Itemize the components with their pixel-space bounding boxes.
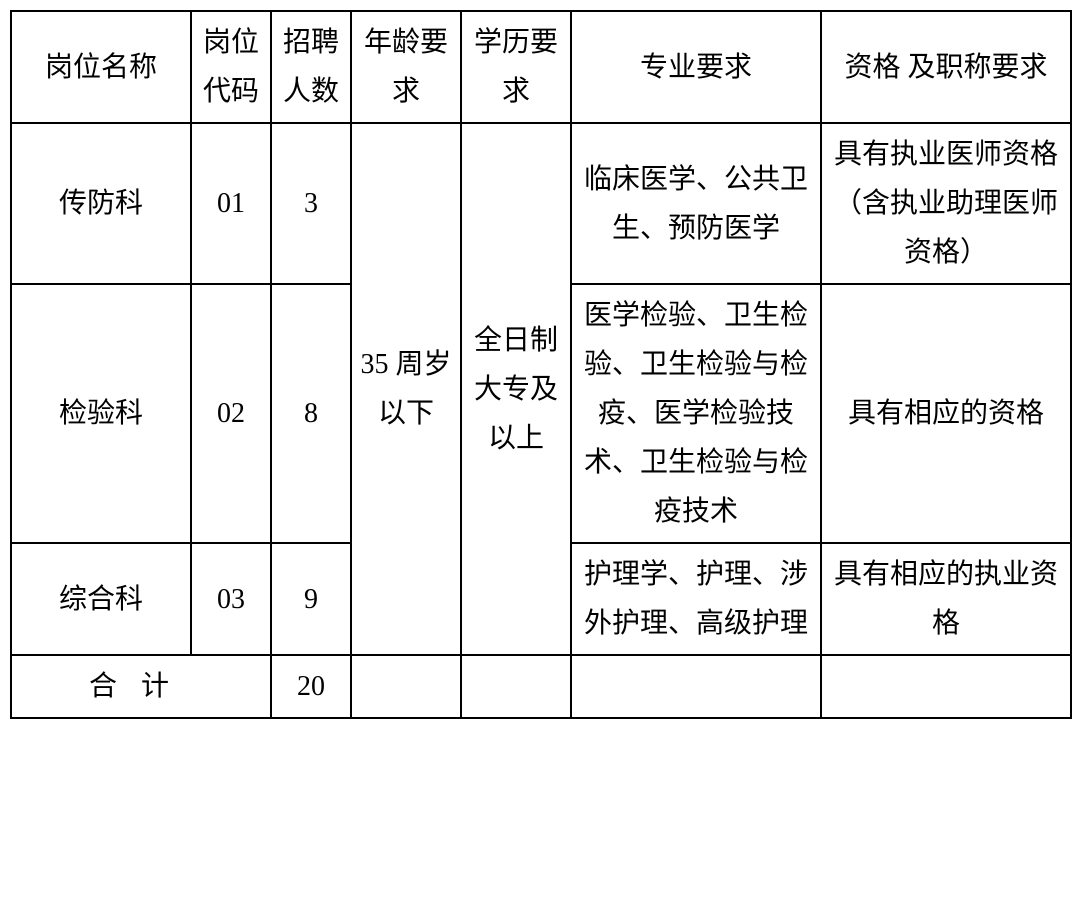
cell-name: 综合科 bbox=[11, 543, 191, 655]
cell-major: 临床医学、公共卫生、预防医学 bbox=[571, 123, 821, 284]
cell-qual: 具有相应的执业资格 bbox=[821, 543, 1071, 655]
cell-name: 检验科 bbox=[11, 284, 191, 543]
cell-total-label: 合计 bbox=[11, 655, 271, 718]
cell-qual: 具有执业医师资格（含执业助理医师资格） bbox=[821, 123, 1071, 284]
cell-empty bbox=[571, 655, 821, 718]
header-major: 专业要求 bbox=[571, 11, 821, 123]
header-count: 招聘人数 bbox=[271, 11, 351, 123]
cell-code: 01 bbox=[191, 123, 271, 284]
header-name: 岗位名称 bbox=[11, 11, 191, 123]
cell-empty bbox=[821, 655, 1071, 718]
cell-count: 8 bbox=[271, 284, 351, 543]
cell-age-merged: 35 周岁以下 bbox=[351, 123, 461, 655]
cell-empty bbox=[351, 655, 461, 718]
cell-code: 02 bbox=[191, 284, 271, 543]
header-age: 年龄要求 bbox=[351, 11, 461, 123]
header-qual: 资格 及职称要求 bbox=[821, 11, 1071, 123]
cell-name: 传防科 bbox=[11, 123, 191, 284]
cell-major: 护理学、护理、涉外护理、高级护理 bbox=[571, 543, 821, 655]
header-edu: 学历要求 bbox=[461, 11, 571, 123]
cell-qual: 具有相应的资格 bbox=[821, 284, 1071, 543]
cell-total-count: 20 bbox=[271, 655, 351, 718]
table-total-row: 合计 20 bbox=[11, 655, 1071, 718]
cell-code: 03 bbox=[191, 543, 271, 655]
table-row: 传防科 01 3 35 周岁以下 全日制大专及以上 临床医学、公共卫生、预防医学… bbox=[11, 123, 1071, 284]
cell-count: 3 bbox=[271, 123, 351, 284]
cell-count: 9 bbox=[271, 543, 351, 655]
cell-edu-merged: 全日制大专及以上 bbox=[461, 123, 571, 655]
header-code: 岗位代码 bbox=[191, 11, 271, 123]
cell-major: 医学检验、卫生检验、卫生检验与检疫、医学检验技术、卫生检验与检疫技术 bbox=[571, 284, 821, 543]
recruitment-table: 岗位名称 岗位代码 招聘人数 年龄要求 学历要求 专业要求 资格 及职称要求 传… bbox=[10, 10, 1072, 719]
cell-empty bbox=[461, 655, 571, 718]
table-header-row: 岗位名称 岗位代码 招聘人数 年龄要求 学历要求 专业要求 资格 及职称要求 bbox=[11, 11, 1071, 123]
